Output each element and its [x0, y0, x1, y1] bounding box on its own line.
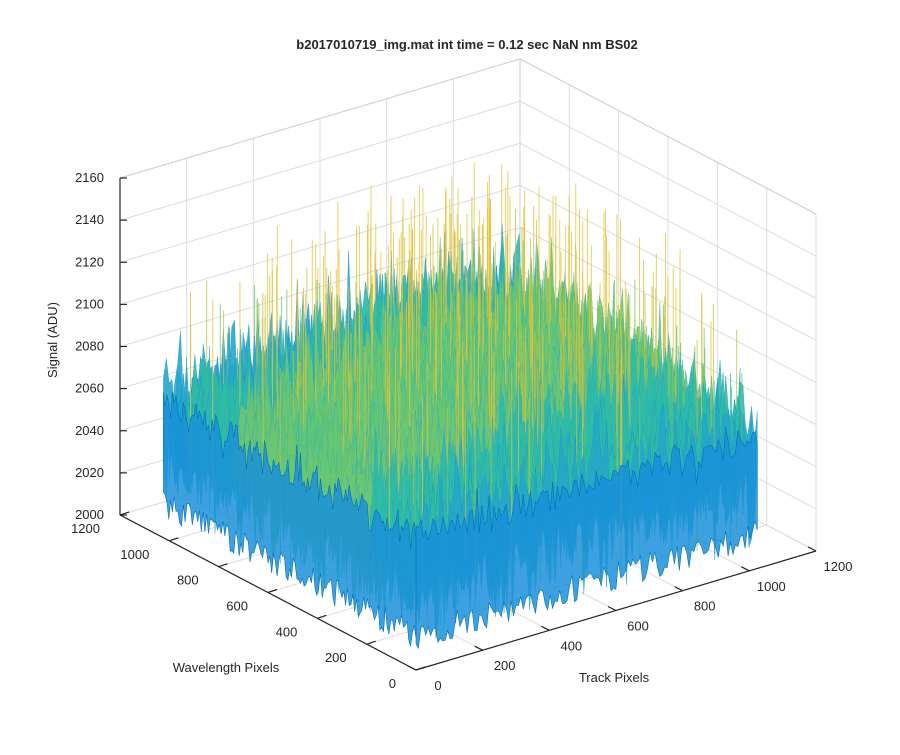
z-tick-label: 2080: [75, 339, 104, 354]
wavelength-tick: [119, 511, 130, 516]
tick-marks: [119, 177, 817, 671]
track-tick: [541, 625, 550, 631]
surface-front-right-skirt: [415, 426, 758, 650]
track-tick-label: 0: [434, 678, 441, 693]
wavelength-tick: [366, 640, 376, 645]
wavelength-tick: [267, 588, 278, 594]
z-tick-label: 2100: [75, 296, 104, 311]
z-tick-label: 2040: [75, 423, 104, 438]
grid-line-side-z: [519, 142, 817, 299]
wavelength-tick-label: 0: [389, 676, 396, 691]
track-tick: [607, 605, 617, 612]
wavelength-axis-label: Wavelength Pixels: [173, 660, 280, 675]
wavelength-tick-label: 1000: [120, 547, 149, 562]
z-tick-label: 2140: [75, 212, 104, 227]
z-tick-label: 2020: [75, 465, 104, 480]
chart-title: b2017010719_img.mat int time = 0.12 sec …: [296, 37, 637, 52]
wavelength-tick-label: 400: [276, 624, 298, 639]
track-tick: [474, 645, 483, 651]
track-axis-label: Track Pixels: [579, 670, 650, 685]
box-edge: [119, 58, 521, 179]
track-tick: [741, 566, 750, 572]
wavelength-tick: [415, 666, 426, 671]
track-tick-label: 800: [694, 599, 716, 614]
wavelength-tick: [218, 563, 228, 568]
tick-labels: 2000202020402060208021002120214021600200…: [71, 170, 852, 693]
grid-line-side-z: [519, 100, 817, 257]
z-tick-label: 2060: [75, 381, 104, 396]
track-tick-label: 200: [494, 658, 516, 673]
wavelength-tick-label: 200: [325, 650, 347, 665]
track-tick-label: 400: [560, 638, 582, 653]
track-tick: [807, 546, 817, 552]
wavelength-tick: [169, 537, 179, 542]
z-tick-label: 2120: [75, 254, 104, 269]
z-axis-label: Signal (ADU): [45, 302, 60, 378]
wavelength-tick-label: 800: [177, 573, 199, 588]
wavelength-tick-label: 1200: [71, 521, 100, 536]
track-tick-label: 600: [627, 619, 649, 634]
z-tick-label: 2160: [75, 170, 104, 185]
track-tick-label: 1200: [824, 559, 853, 574]
wavelength-tick: [317, 614, 327, 619]
track-tick: [674, 586, 683, 592]
z-tick-label: 2000: [75, 507, 104, 522]
wavelength-tick-label: 600: [226, 599, 248, 614]
surface-mesh: [163, 162, 758, 650]
track-tick-label: 1000: [757, 579, 786, 594]
grid-line-back-z: [119, 184, 521, 305]
track-tick: [407, 665, 417, 671]
grid-line-back-z: [119, 142, 521, 263]
grid-line-back-z: [119, 100, 521, 221]
box-edge: [519, 58, 817, 215]
